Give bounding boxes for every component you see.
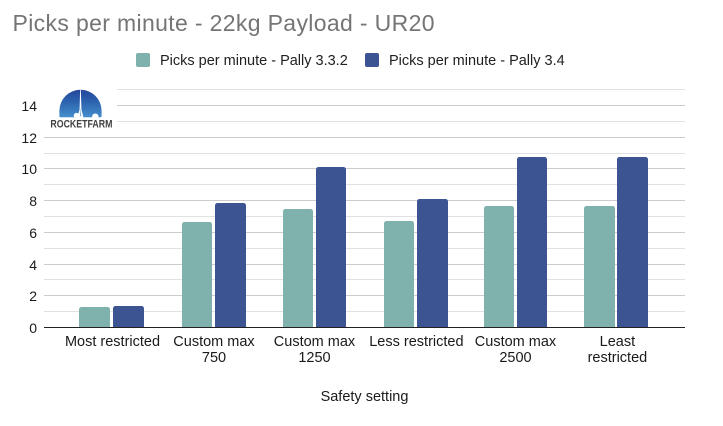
svg-text:ROCKETFARM: ROCKETFARM — [50, 119, 112, 131]
